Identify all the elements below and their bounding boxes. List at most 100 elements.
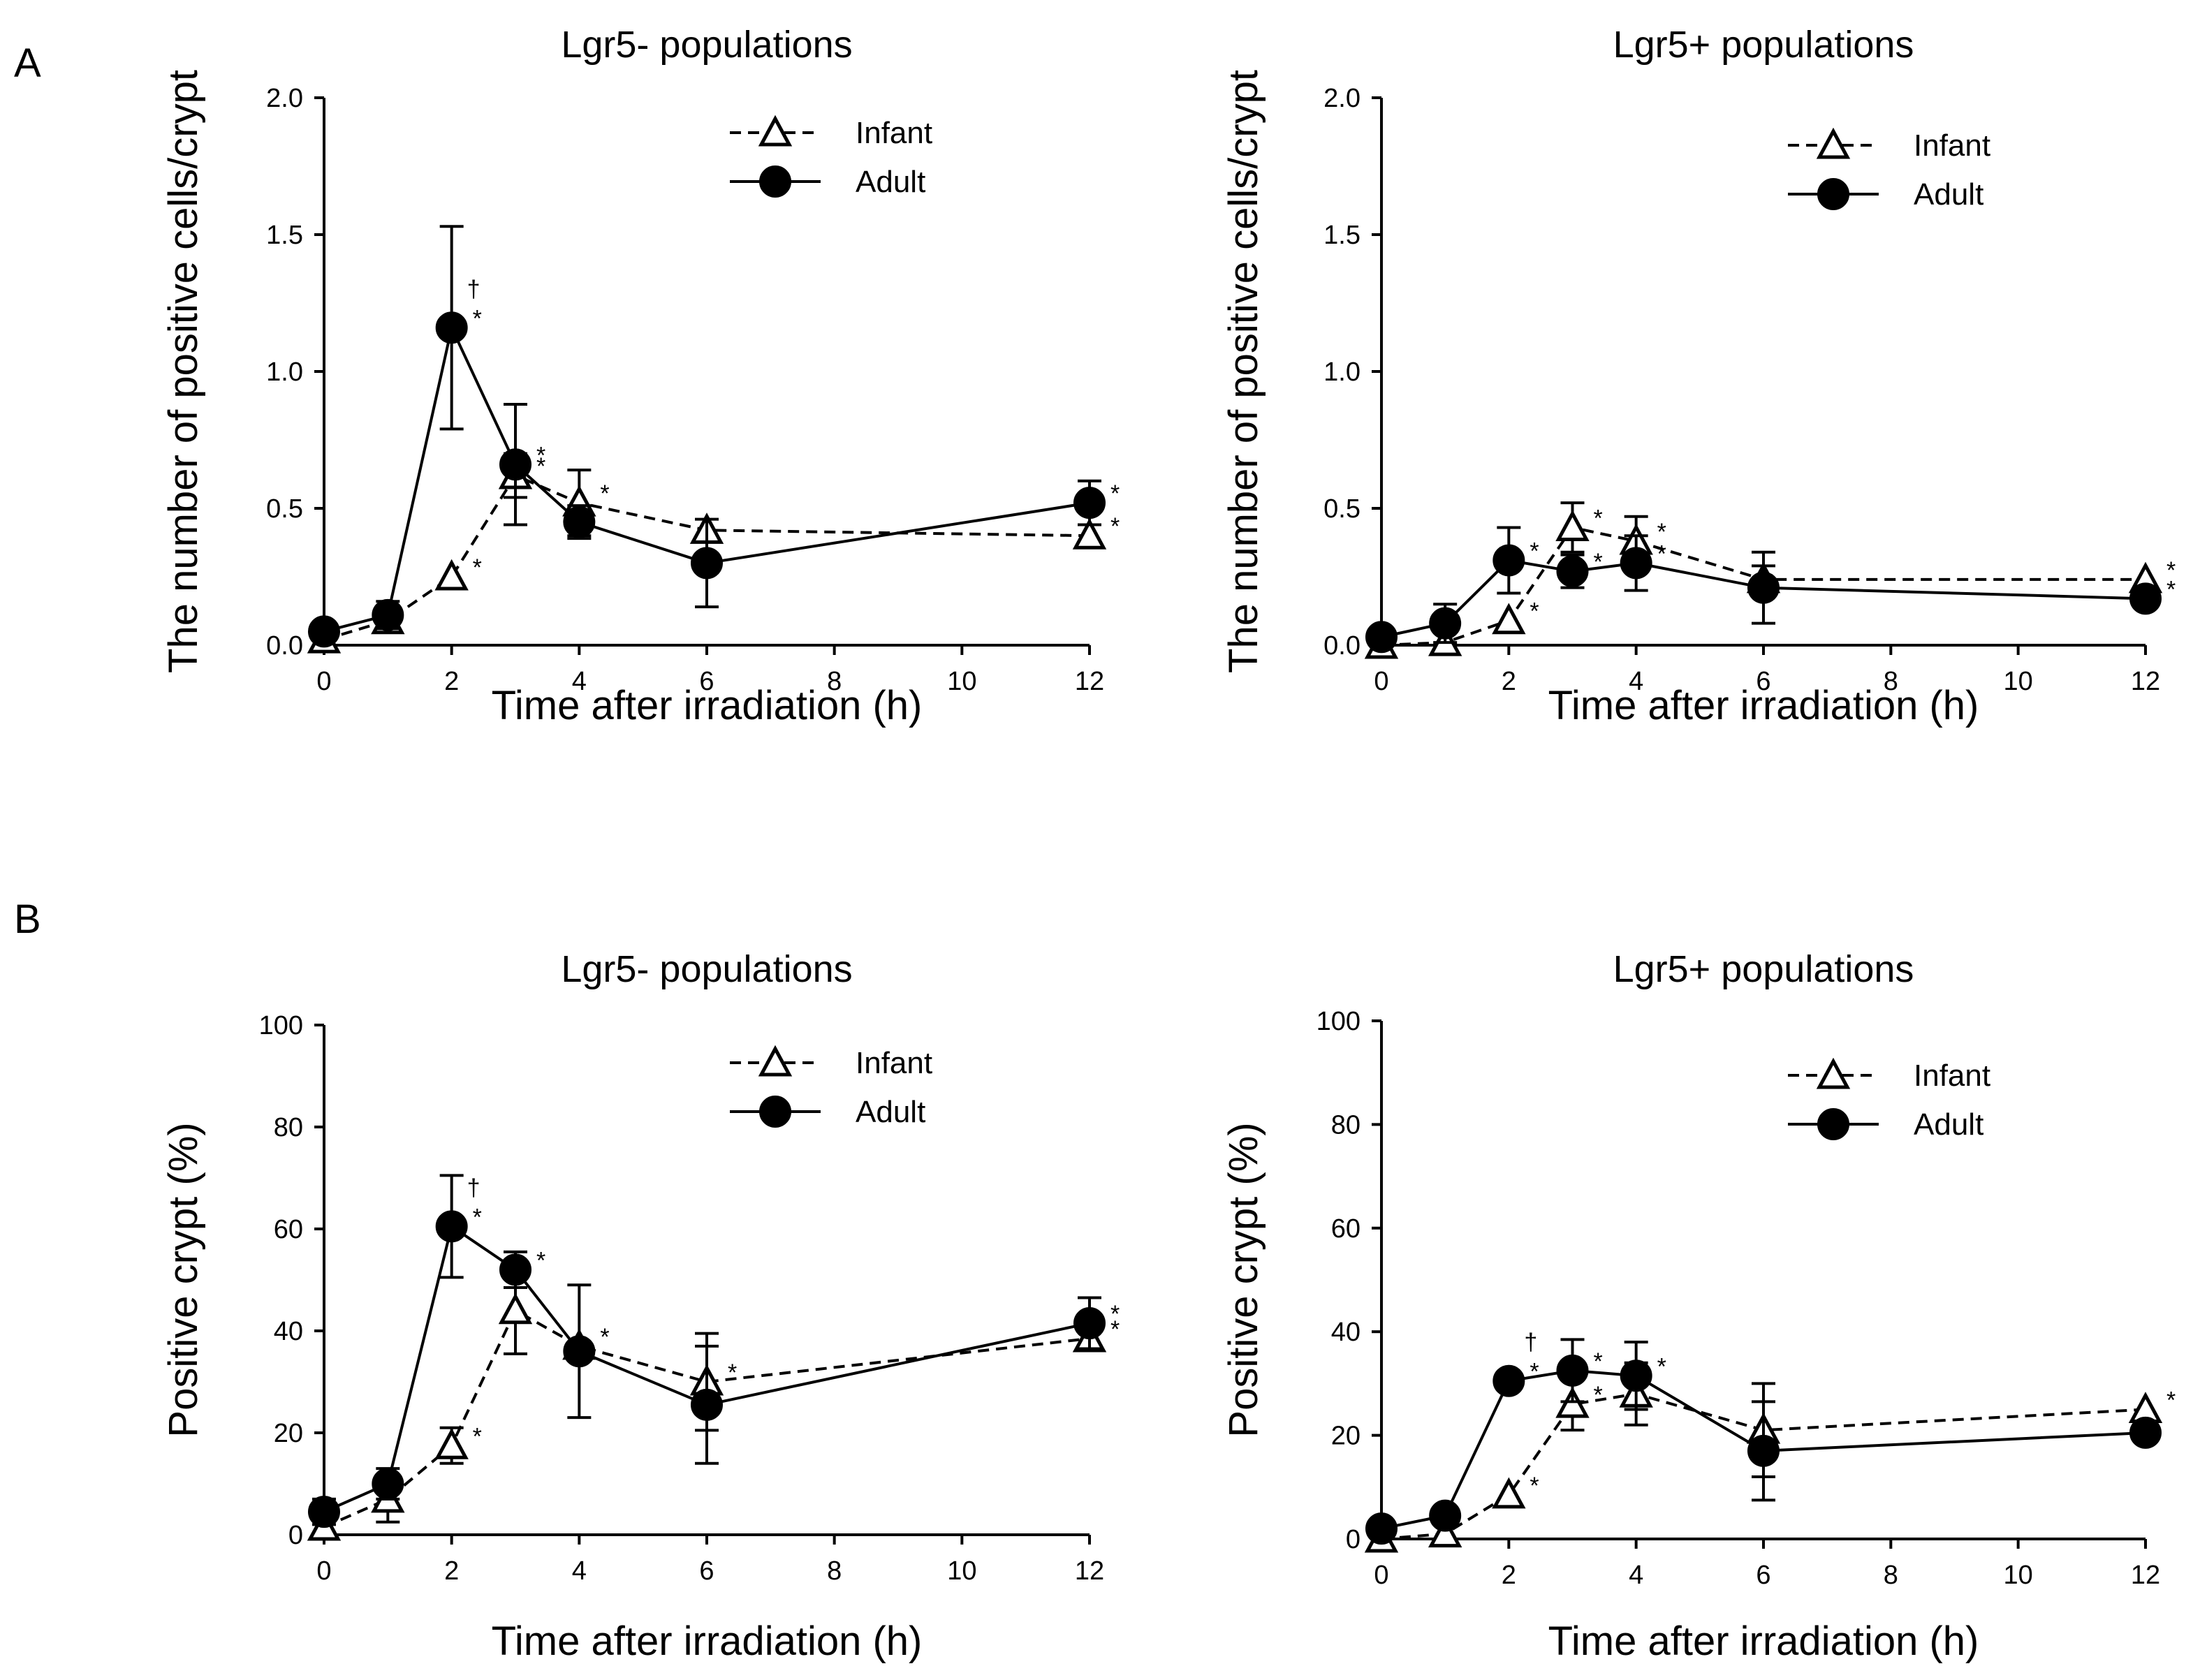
x-tick-label: 4: [1629, 1561, 1643, 1590]
chart-title: Lgr5- populations: [561, 948, 852, 990]
x-tick-label: 2: [444, 1556, 459, 1586]
significance-star: *: [536, 1247, 545, 1274]
x-tick-label: 10: [947, 667, 976, 696]
significance-star: *: [1594, 1382, 1603, 1408]
legend-marker: [759, 165, 791, 198]
data-point: [1429, 1499, 1462, 1532]
legend-marker: [759, 1096, 791, 1128]
x-tick-label: 6: [699, 1556, 714, 1586]
data-point: [1365, 621, 1398, 654]
legend-marker: [1816, 127, 1851, 159]
significance-star: *: [2166, 576, 2176, 603]
y-axis-label: Positive crypt (%): [161, 1122, 206, 1437]
data-point: [1073, 487, 1106, 520]
data-point: [435, 311, 468, 344]
x-tick-label: 6: [699, 667, 714, 696]
significance-star: *: [1657, 540, 1666, 567]
data-point: [2129, 1416, 2162, 1449]
x-axis-label: Time after irradiation (h): [492, 1619, 923, 1664]
legend-marker: [1817, 178, 1849, 210]
data-point: [499, 448, 531, 481]
x-tick-label: 12: [1075, 667, 1104, 696]
chart-2: 0.0 0.5 1.0 1.5 2.0 0 2 4 6 8 10 12 Lgr5+ population…: [1221, 24, 2176, 728]
y-axis-label: The number of positive cells/crypt: [161, 70, 206, 673]
x-tick-label: 10: [2004, 1561, 2033, 1590]
y-tick-label: 0.0: [266, 631, 303, 661]
chart-3: 0 20 40 60 80 100 0 2 4 6 8 10 12 Lgr5- populations Ti…: [161, 948, 1120, 1664]
legend-marker: [1817, 1108, 1849, 1140]
panel-label-a: A: [14, 40, 41, 86]
data-point: [2129, 582, 2162, 615]
data-point: [1429, 607, 1462, 640]
significance-star: *: [1594, 549, 1603, 575]
x-tick-label: 2: [444, 667, 459, 696]
significance-star: *: [1657, 1353, 1666, 1380]
y-tick-label: 60: [274, 1215, 303, 1244]
significance-star: *: [1594, 505, 1603, 531]
data-point: [1492, 1477, 1526, 1509]
y-tick-label: 20: [1331, 1422, 1360, 1451]
data-point: [1365, 1512, 1398, 1545]
legend-marker: [758, 115, 793, 147]
x-tick-label: 0: [1374, 1561, 1388, 1590]
data-point: [434, 559, 469, 591]
x-tick-label: 12: [2131, 1561, 2160, 1590]
x-tick-label: 8: [827, 1556, 842, 1586]
y-tick-label: 40: [1331, 1318, 1360, 1347]
data-point: [1428, 1516, 1462, 1548]
significance-dagger: †: [467, 1174, 481, 1201]
data-point: [1492, 1364, 1525, 1397]
y-axis-label: Positive crypt (%): [1221, 1122, 1266, 1437]
y-tick-label: 2.0: [266, 84, 303, 113]
data-point: [1556, 555, 1589, 588]
x-tick-label: 12: [2131, 667, 2160, 696]
data-point: [435, 1210, 468, 1243]
data-point: [1555, 510, 1590, 541]
y-tick-label: 0.5: [266, 494, 303, 524]
x-tick-label: 12: [1075, 1556, 1104, 1586]
y-tick-label: 100: [259, 1011, 303, 1040]
data-point: [1620, 547, 1652, 580]
legend-label: Adult: [1914, 177, 1983, 212]
data-point: [691, 1388, 723, 1421]
x-tick-label: 10: [2004, 667, 2033, 696]
significance-star: *: [1530, 538, 1539, 564]
data-point: [1556, 1354, 1589, 1387]
y-tick-label: 1.5: [266, 221, 303, 250]
data-point: [308, 1496, 340, 1528]
significance-star: *: [1530, 598, 1539, 625]
significance-star: *: [536, 442, 545, 469]
y-tick-label: 20: [274, 1419, 303, 1448]
y-tick-label: 2.0: [1323, 84, 1360, 113]
panel-label-b: B: [14, 897, 41, 942]
x-axis-label: Time after irradiation (h): [1548, 683, 1979, 728]
significance-star: *: [473, 1204, 482, 1230]
significance-star: *: [1110, 1316, 1120, 1343]
x-tick-label: 0: [316, 1556, 331, 1586]
series-adult: * * * *: [1365, 526, 2176, 654]
y-tick-label: 80: [274, 1113, 303, 1142]
data-point: [563, 506, 596, 538]
data-point: [1747, 1434, 1780, 1467]
significance-star: *: [600, 480, 609, 507]
data-point: [498, 1292, 533, 1325]
x-axis-label: Time after irradiation (h): [492, 683, 923, 728]
chart-title: Lgr5- populations: [561, 24, 852, 66]
y-tick-label: 100: [1316, 1007, 1360, 1036]
chart-1: 0.0 0.5 1.0 1.5 2.0 0 2 4 6 8 10 12 Lgr5- population…: [161, 24, 1120, 728]
x-tick-label: 8: [827, 667, 842, 696]
significance-dagger: †: [1524, 1329, 1537, 1356]
legend: Infant Adult: [730, 115, 932, 199]
significance-star: *: [536, 453, 545, 480]
significance-star: *: [1657, 519, 1666, 545]
x-tick-label: 8: [1884, 667, 1898, 696]
significance-star: *: [1594, 1348, 1603, 1375]
x-tick-label: 0: [1374, 667, 1388, 696]
data-point: [1072, 517, 1107, 550]
series-adult: *†**: [308, 225, 1120, 648]
series-adult: * † * *: [308, 1174, 1120, 1528]
x-tick-label: 0: [316, 667, 331, 696]
significance-star: *: [1110, 513, 1120, 540]
significance-star: *: [2166, 1387, 2176, 1414]
data-point: [563, 1335, 596, 1368]
